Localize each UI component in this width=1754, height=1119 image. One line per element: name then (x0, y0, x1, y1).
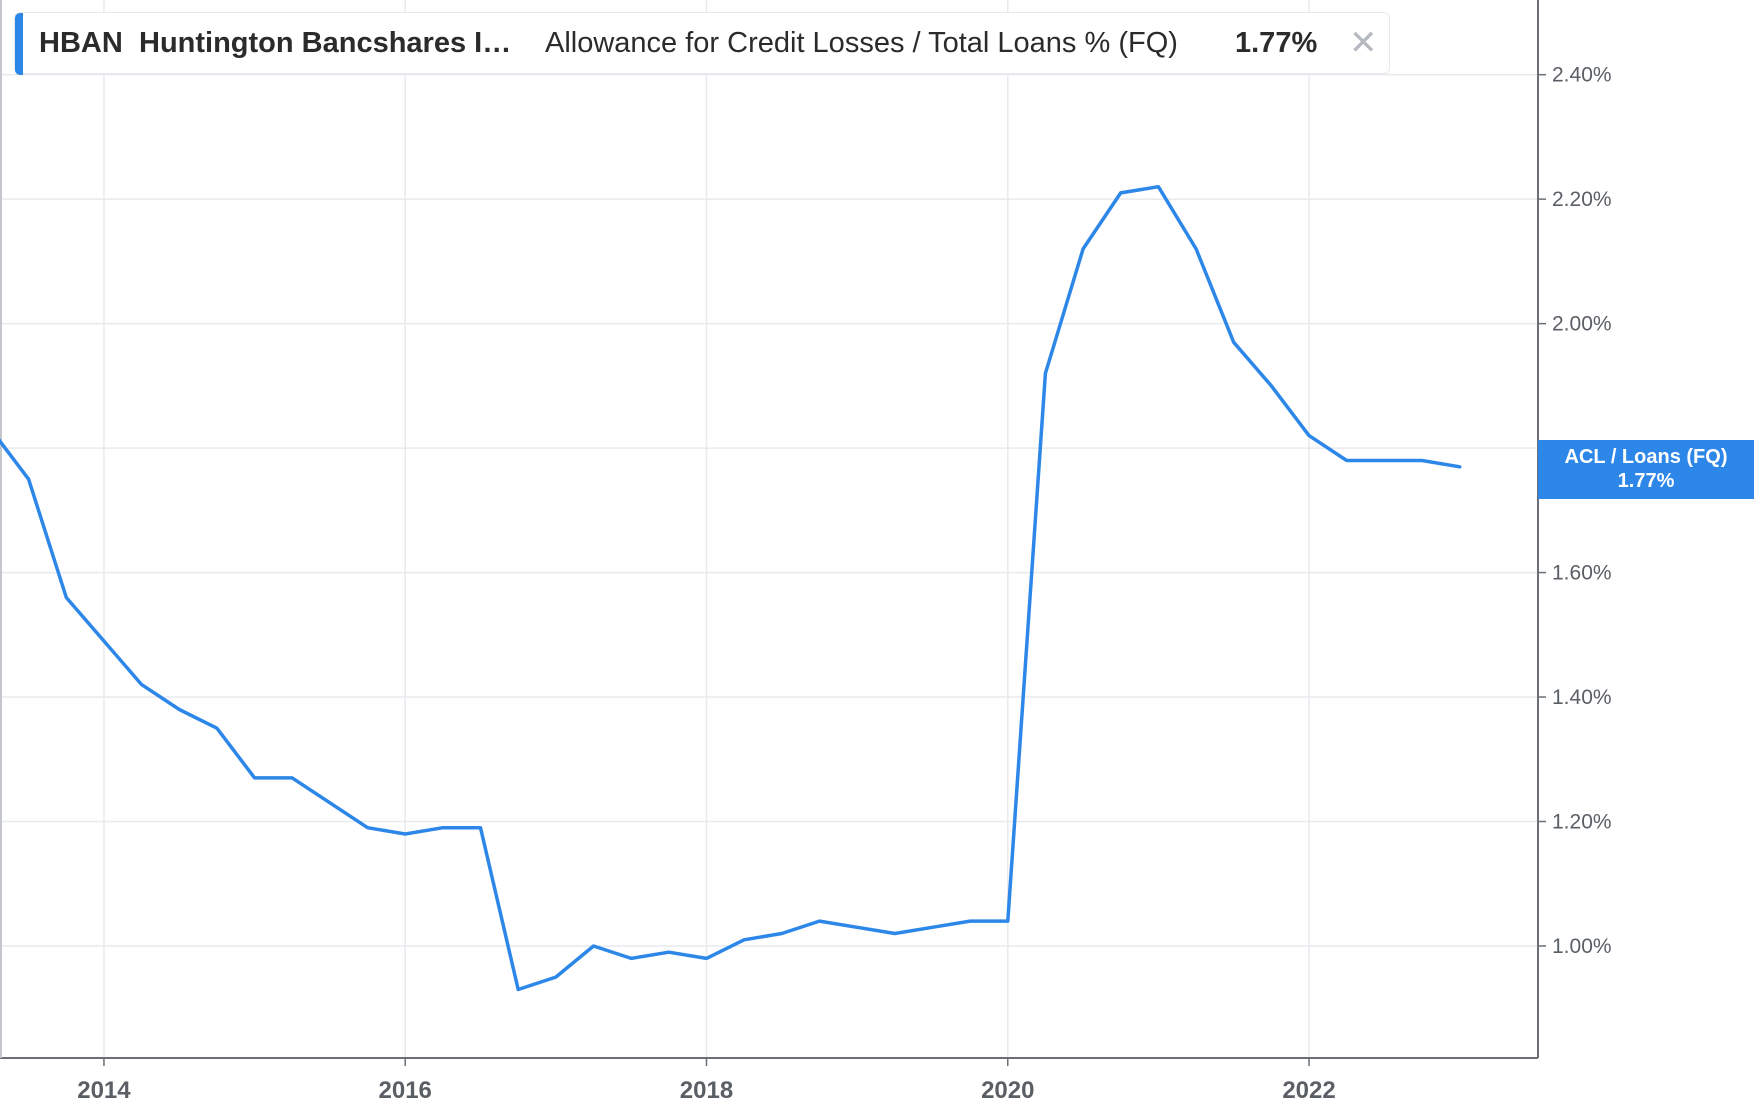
legend-metric-value: 1.77% (1235, 27, 1318, 59)
close-icon[interactable]: ✕ (1349, 24, 1378, 62)
grid-layer (0, 0, 1538, 1058)
legend-metric-name: Allowance for Credit Losses / Total Loan… (545, 27, 1178, 59)
y-tick-label: 1.00% (1552, 935, 1612, 958)
series-line[interactable] (0, 184, 1462, 992)
x-tick-label: 2018 (680, 1077, 733, 1104)
x-tick-label: 2014 (77, 1077, 131, 1104)
y-tick-label: 2.40% (1552, 64, 1612, 87)
axis-layer: 1.00% 1.20% 1.40% 1.60% 2.00% 2.20% 2.40% 2014 2… (0, 0, 1612, 1104)
legend-box: HBAN Huntington Bancshares I… Allowance … (14, 12, 1390, 75)
y-tick-label: 1.40% (1552, 686, 1612, 709)
legend-company-name[interactable]: Huntington Bancshares I… (139, 27, 512, 59)
badge-series-value: 1.77% (1617, 470, 1675, 492)
y-tick-label: 1.20% (1552, 811, 1612, 834)
last-value-badge: ACL / Loans (FQ) 1.77% (1538, 440, 1754, 499)
badge-series-name: ACL / Loans (FQ) (1564, 446, 1728, 468)
legend-color-accent (15, 13, 23, 75)
x-tick-label: 2020 (981, 1077, 1034, 1104)
x-tick-label: 2016 (379, 1077, 432, 1104)
y-tick-label: 2.20% (1552, 188, 1612, 211)
y-tick-label: 1.60% (1552, 562, 1612, 585)
series-layer (0, 184, 1462, 992)
x-tick-label: 2022 (1282, 1077, 1335, 1104)
y-tick-label: 2.00% (1552, 313, 1612, 336)
legend-ticker[interactable]: HBAN (39, 27, 123, 59)
